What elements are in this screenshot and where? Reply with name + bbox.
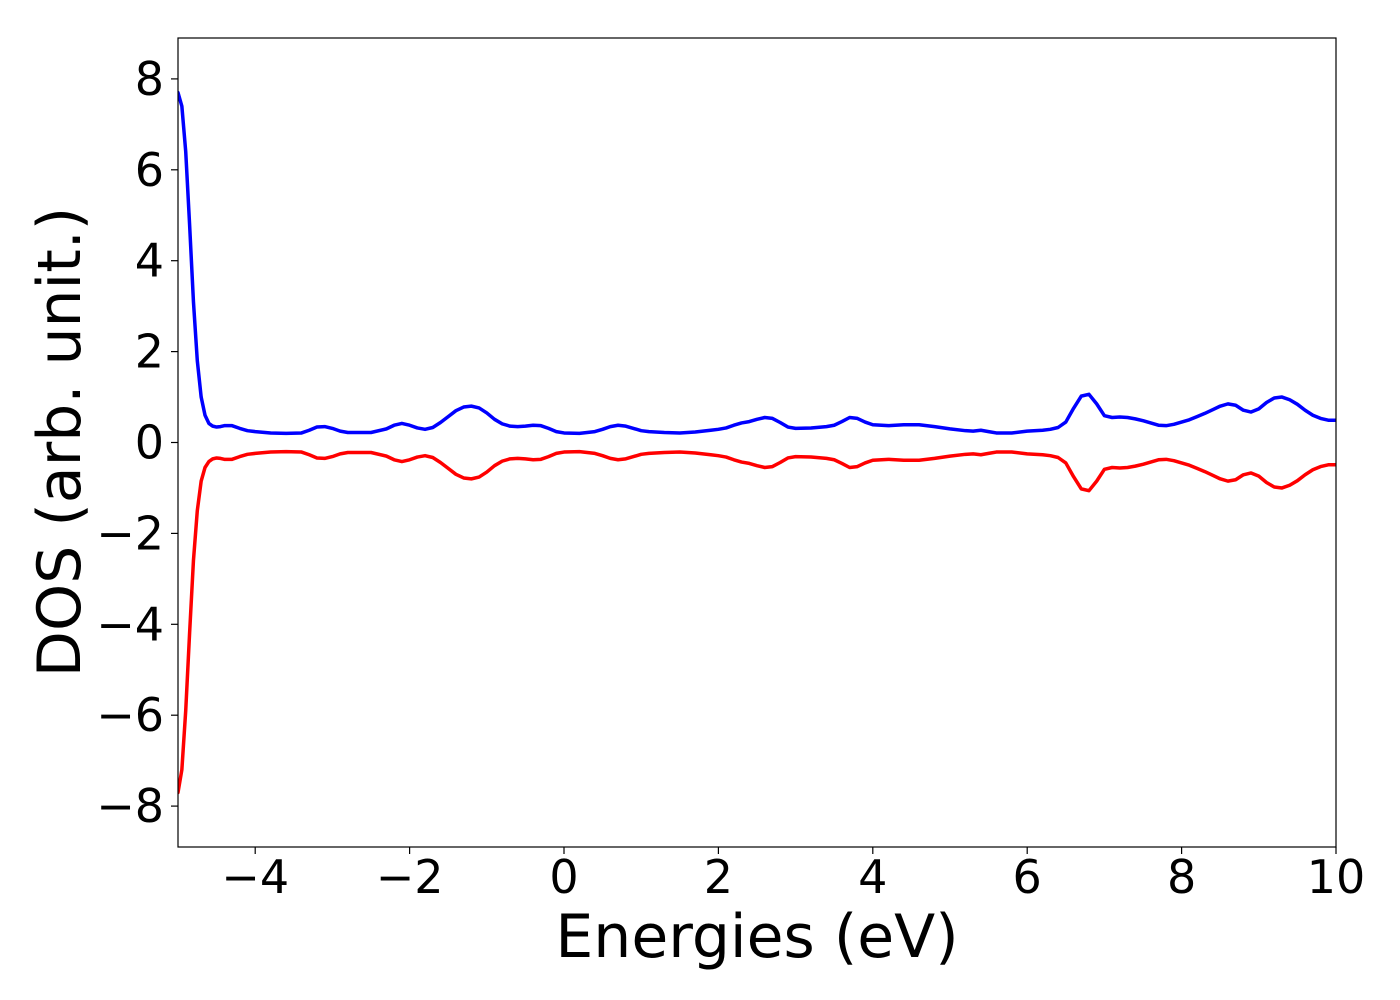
x-tick-label: 8: [1167, 850, 1196, 904]
x-tick-label: 6: [1013, 850, 1042, 904]
x-axis-ticks: −4 −2 0 2 4 6 8 10: [221, 847, 1365, 904]
x-tick-label: 0: [549, 850, 578, 904]
y-tick-label: −8: [96, 779, 164, 833]
series-layer: [178, 90, 1336, 795]
x-tick-label: 4: [858, 850, 887, 904]
y-tick-label: 8: [135, 52, 164, 106]
series-line-1: [178, 449, 1336, 795]
plot-frame: [177, 37, 1337, 848]
y-tick-label: −6: [96, 688, 164, 742]
y-tick-label: 2: [135, 325, 164, 379]
x-tick-label: 10: [1307, 850, 1366, 904]
x-tick-label: 2: [704, 850, 733, 904]
x-tick-label: −2: [376, 850, 444, 904]
y-tick-label: −4: [96, 597, 164, 651]
y-tick-label: 4: [135, 234, 164, 288]
y-tick-label: −2: [96, 506, 164, 560]
series-line-0: [178, 90, 1336, 436]
y-tick-label: 0: [135, 416, 164, 470]
y-axis-label: DOS (arb. unit.): [25, 207, 95, 677]
plot-background: [178, 38, 1336, 847]
x-tick-label: −4: [221, 850, 289, 904]
y-tick-label: 6: [135, 143, 164, 197]
y-axis-ticks: 8 6 4 2 0 −2 −4 −6 −8: [96, 52, 178, 833]
x-axis-label: Energies (eV): [555, 902, 958, 972]
